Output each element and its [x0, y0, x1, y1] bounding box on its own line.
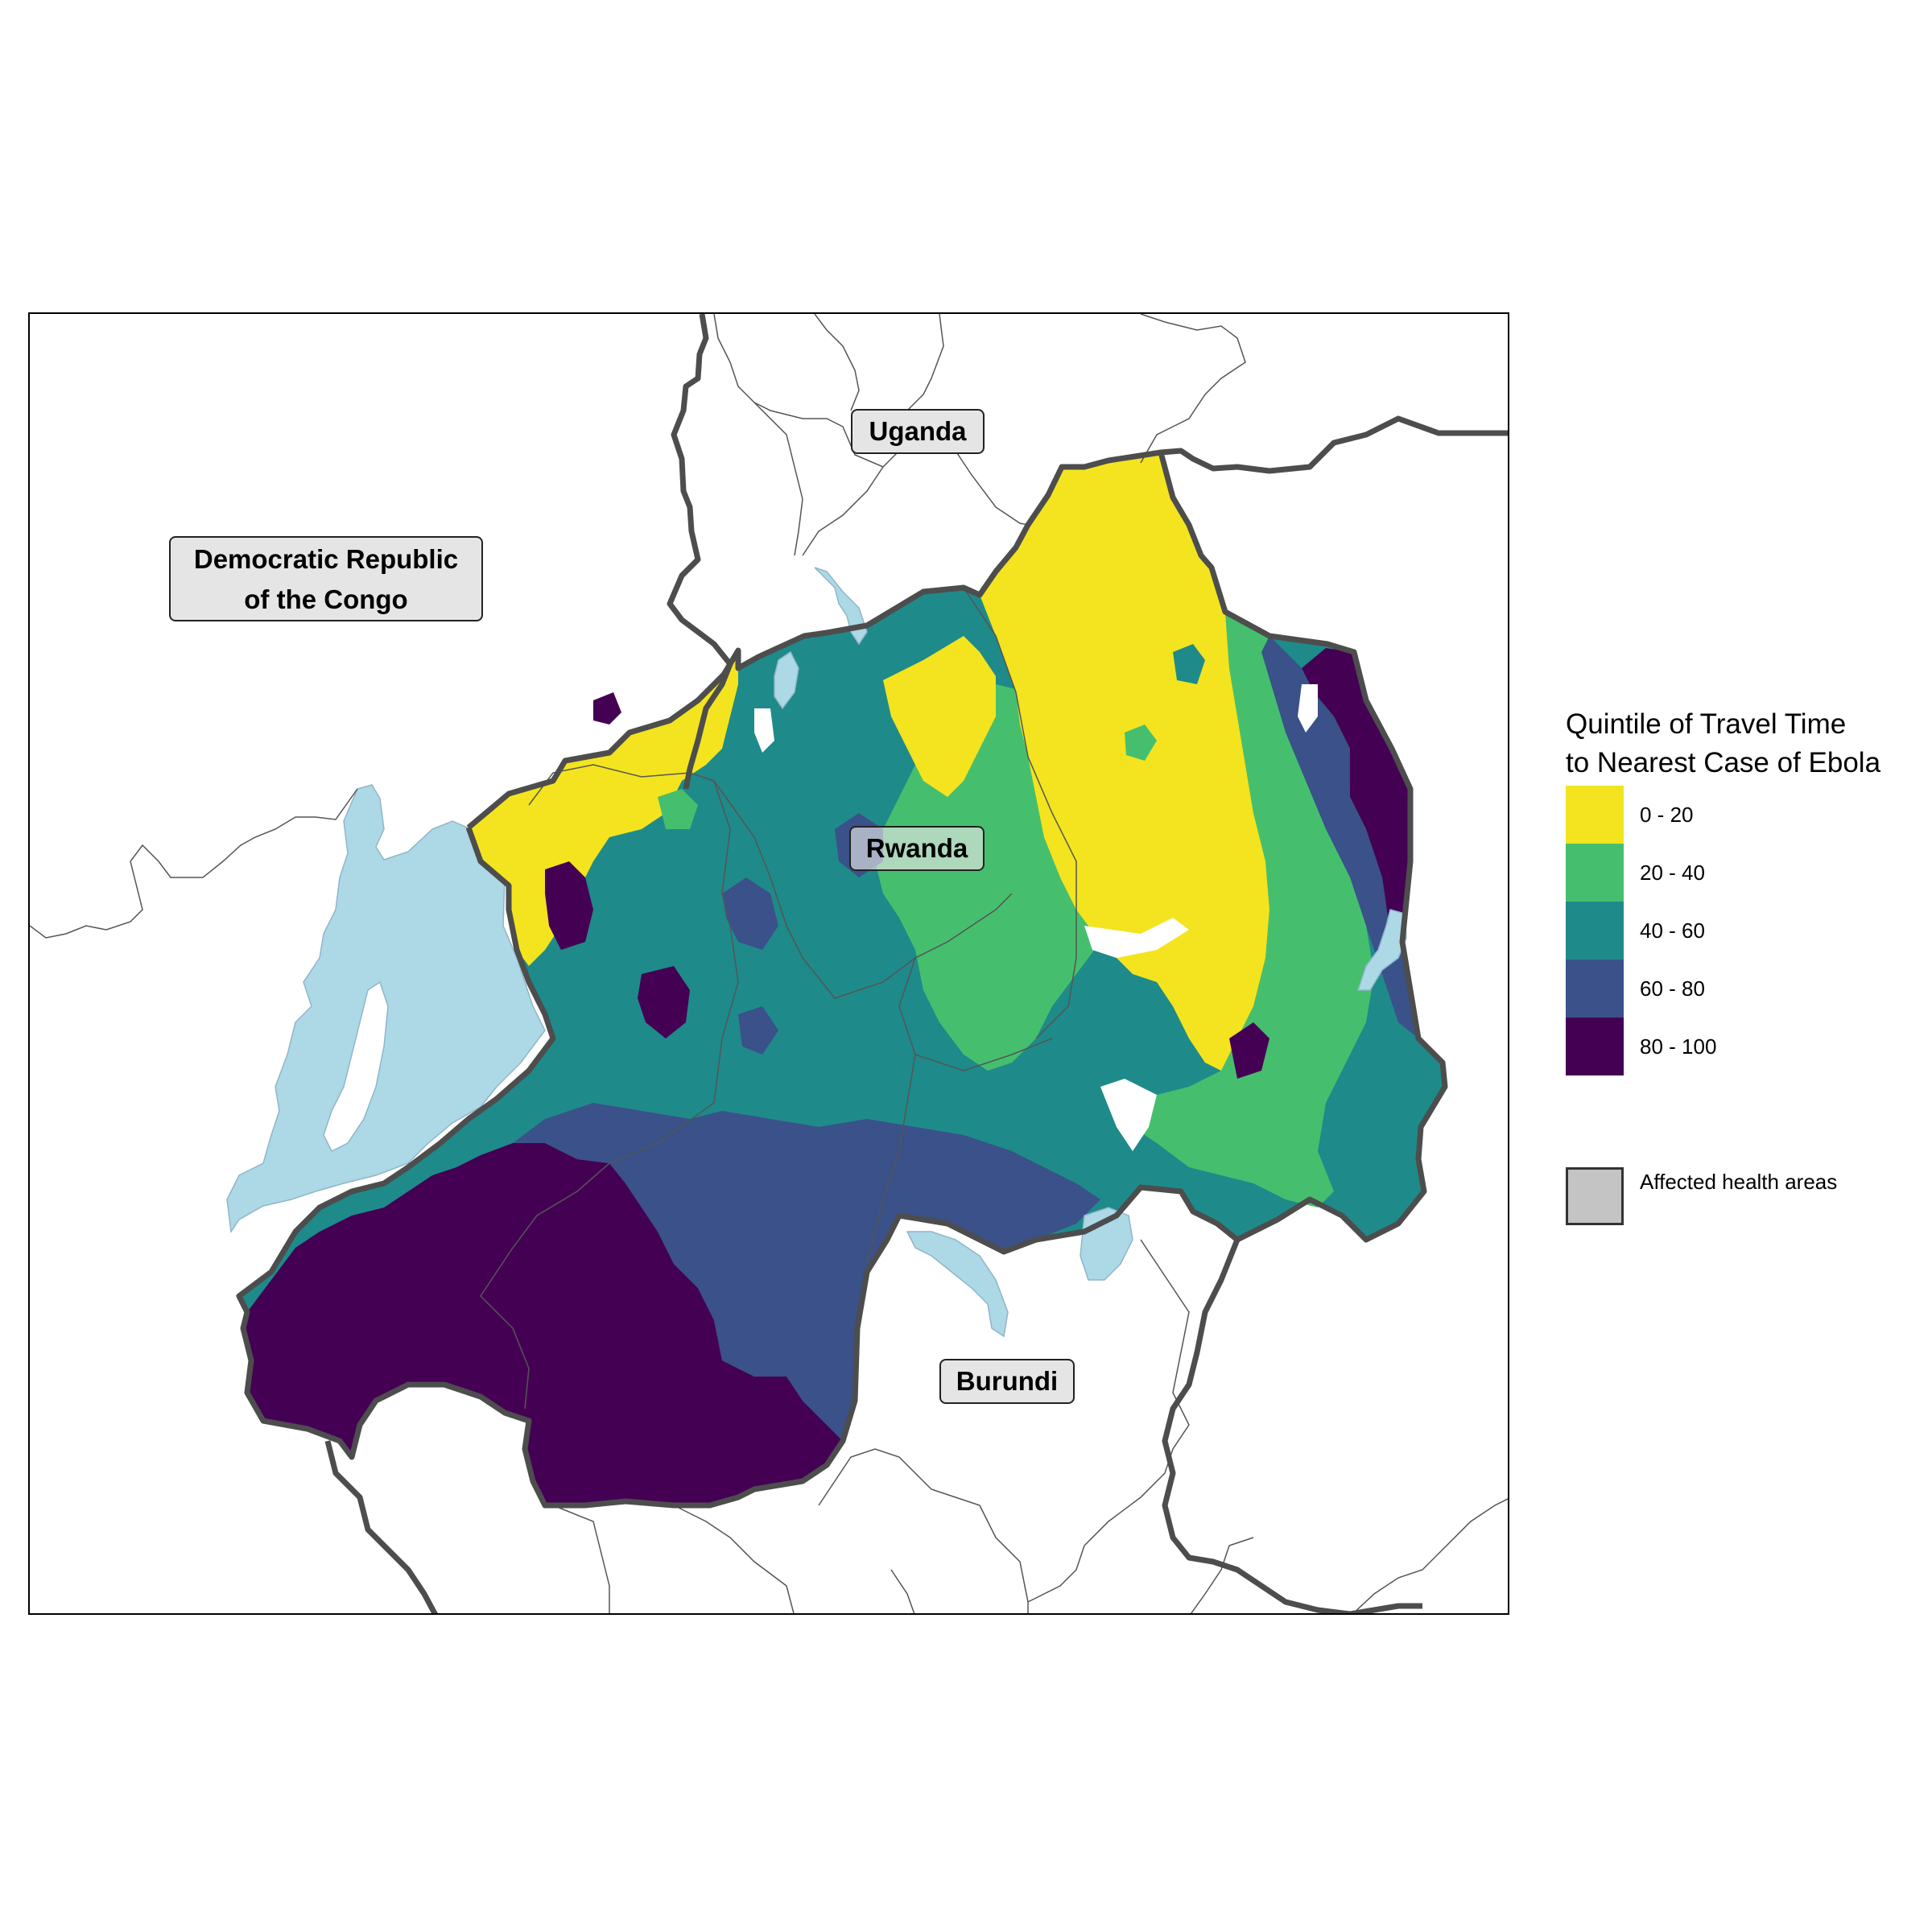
legend-swatch-80-100 [1566, 1018, 1624, 1075]
legend-item-affected: Affected health areas [1566, 1167, 1888, 1225]
legend-swatch-60-80 [1566, 960, 1624, 1018]
legend-swatch-20-40 [1566, 844, 1624, 902]
legend-title-line2: to Nearest Case of Ebola [1566, 747, 1881, 778]
label-drc: Democratic Republic of the Congo [169, 536, 483, 621]
lake-burera [774, 650, 799, 710]
label-rwanda: Rwanda [849, 826, 985, 871]
lake-cyohoha [906, 1231, 1009, 1338]
travel-time-raster [239, 452, 1445, 1505]
legend-item-60-80: 60 - 80 [1566, 960, 1888, 1018]
legend-item-0-20: 0 - 20 [1566, 786, 1888, 844]
lake-uganda [814, 567, 868, 646]
admin-boundaries [30, 314, 1508, 1613]
legend-label: 0 - 20 [1640, 803, 1694, 827]
legend-label: 20 - 40 [1640, 861, 1705, 885]
legend-swatch-0-20 [1566, 786, 1624, 844]
legend-item-80-100: 80 - 100 [1566, 1018, 1888, 1075]
legend-label-affected: Affected health areas [1640, 1170, 1838, 1194]
legend-label: 40 - 60 [1640, 919, 1705, 943]
legend-swatch-40-60 [1566, 902, 1624, 960]
map-canvas [30, 314, 1508, 1613]
label-burundi: Burundi [939, 1359, 1075, 1404]
legend-item-20-40: 20 - 40 [1566, 844, 1888, 902]
legend-title: Quintile of Travel Time to Nearest Case … [1566, 705, 1904, 782]
map-frame: Democratic Republic of the Congo Uganda … [28, 312, 1509, 1615]
legend-label: 60 - 80 [1640, 976, 1705, 1001]
legend-title-line1: Quintile of Travel Time [1566, 708, 1847, 740]
international-borders [236, 314, 1508, 1613]
label-uganda: Uganda [851, 409, 985, 454]
legend-label: 80 - 100 [1640, 1034, 1717, 1059]
idjwi-island [323, 980, 389, 1153]
legend-item-40-60: 40 - 60 [1566, 902, 1888, 960]
legend-swatch-affected [1566, 1167, 1624, 1225]
